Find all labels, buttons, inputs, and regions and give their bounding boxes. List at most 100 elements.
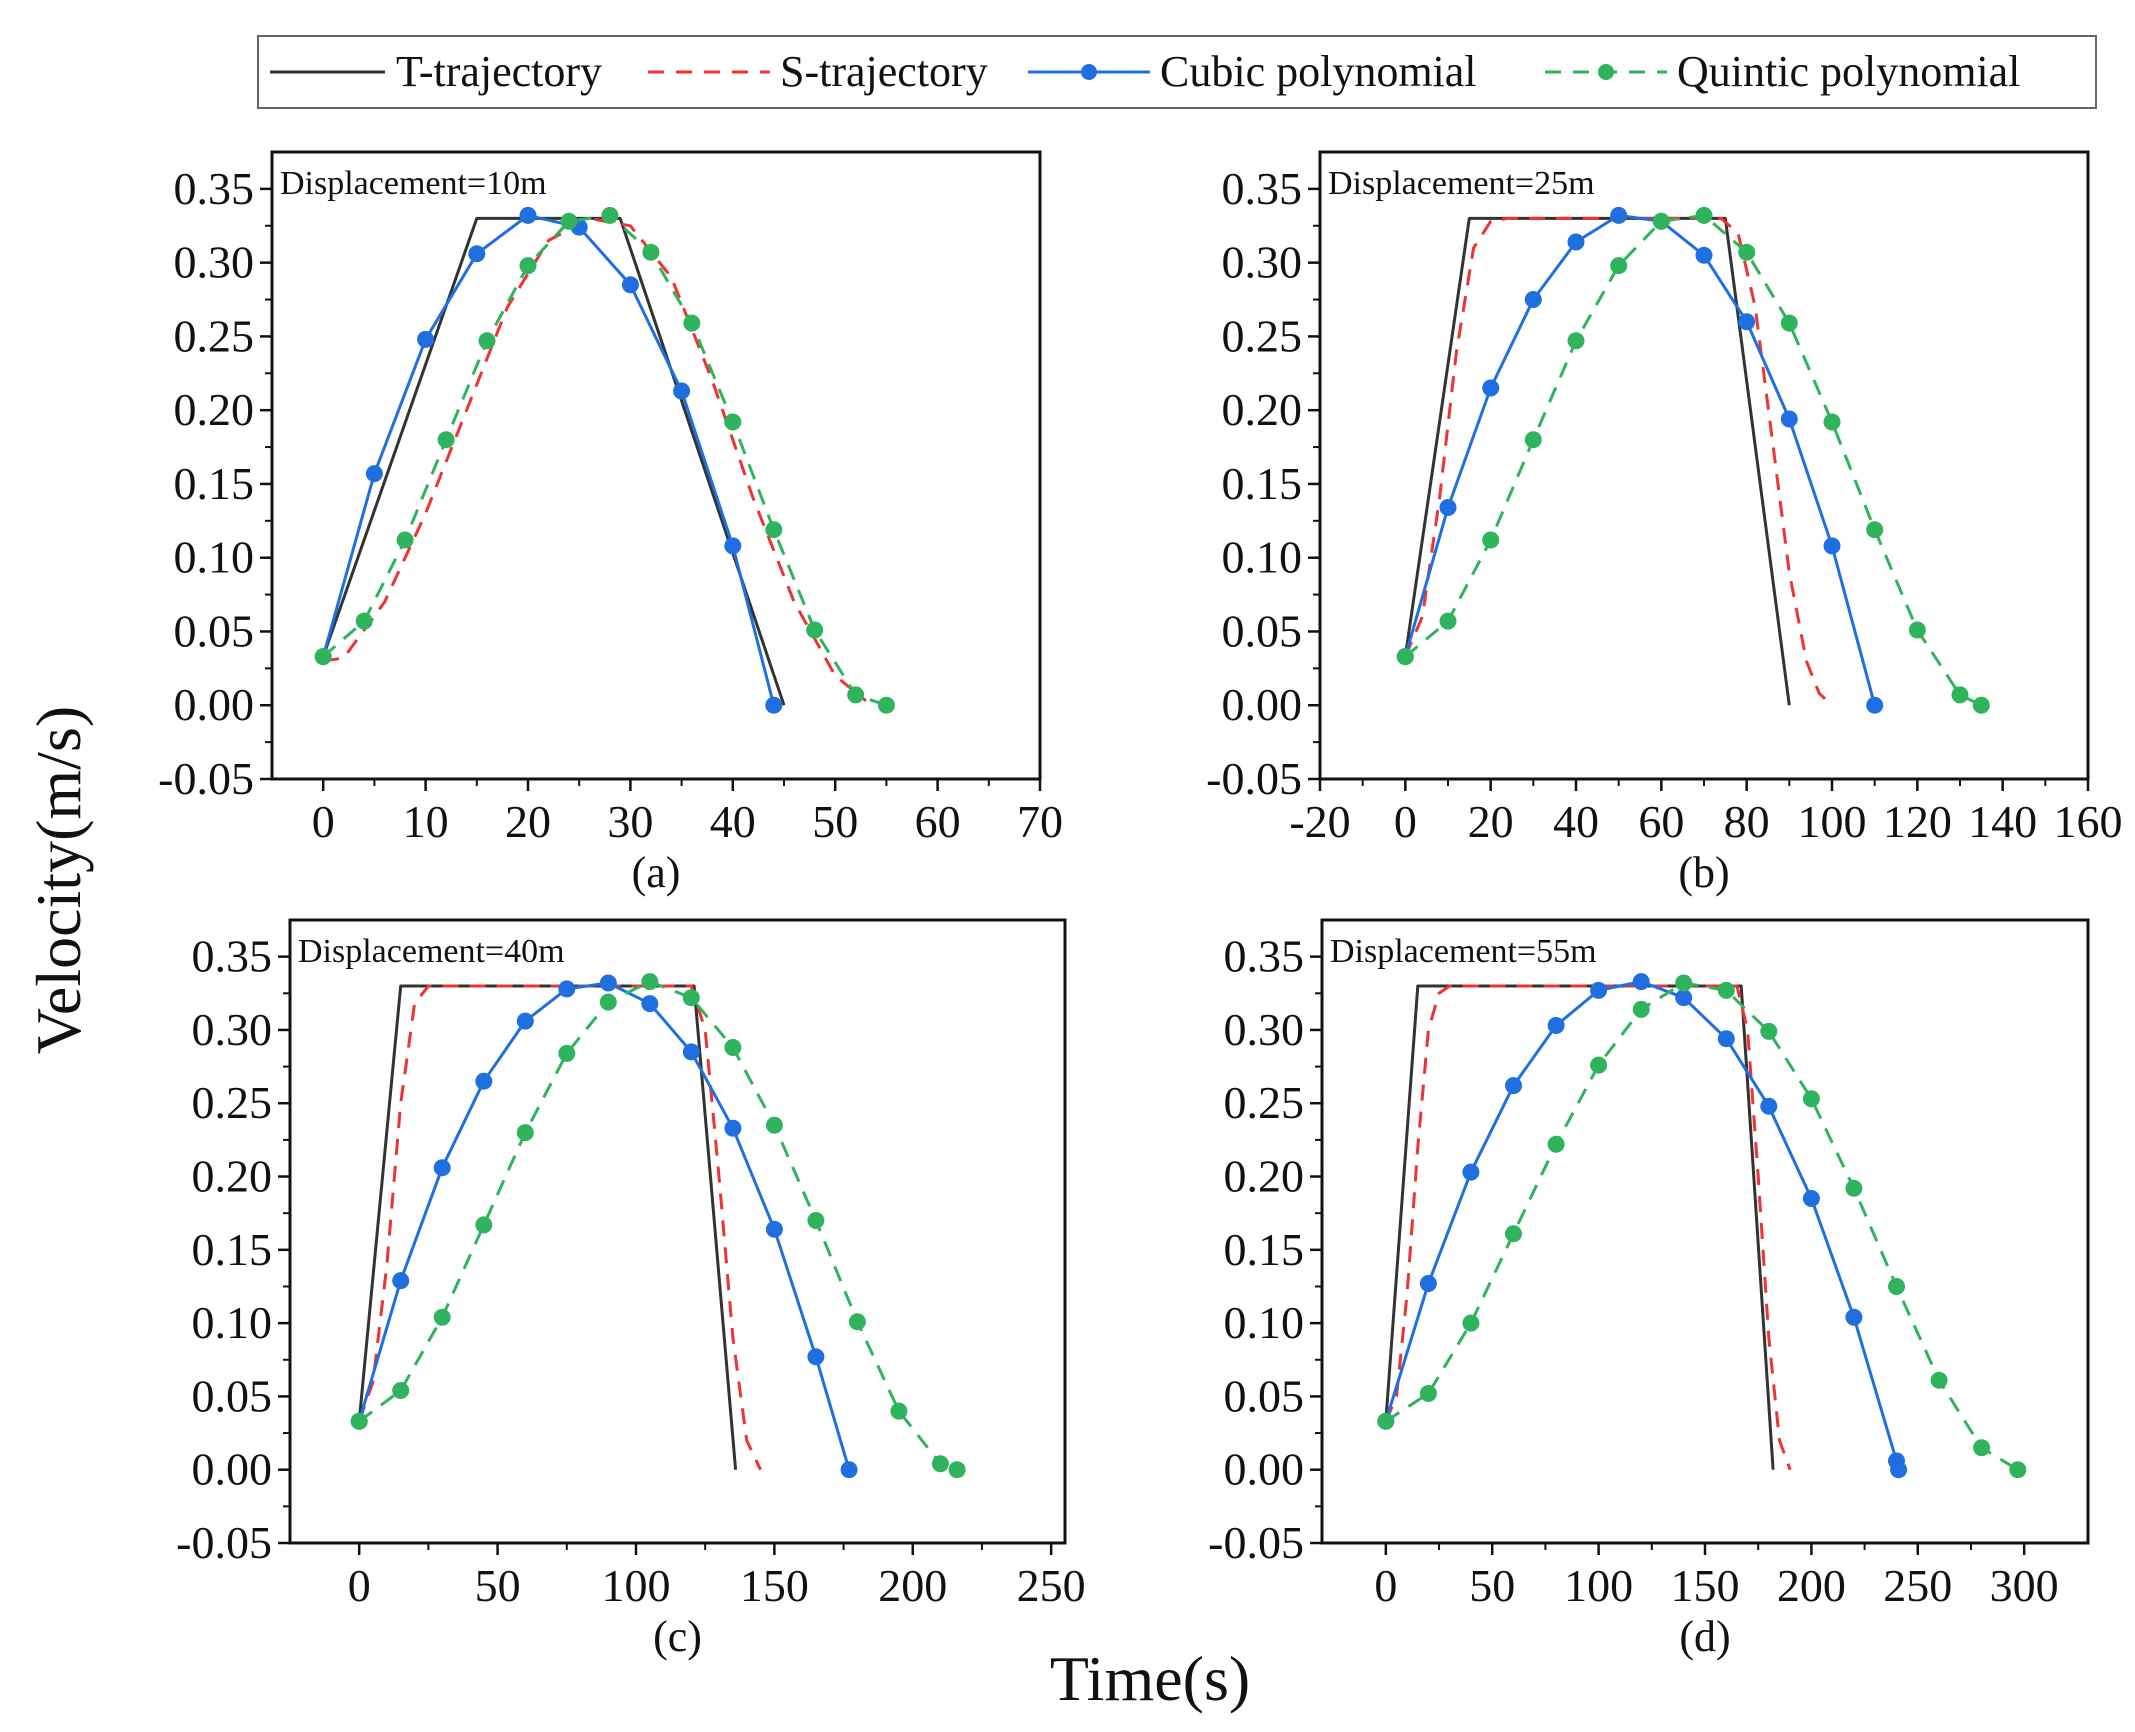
- data-point-cubic-polynomial: [1738, 313, 1756, 331]
- y-tick-label: 0.20: [1222, 384, 1303, 435]
- data-point-cubic-polynomial: [417, 330, 435, 348]
- plot-frame: [270, 150, 1042, 781]
- data-point-cubic-polynomial: [1547, 1017, 1565, 1034]
- x-tick-label: 250: [1883, 1560, 1952, 1611]
- y-tick-label: -0.05: [1206, 753, 1302, 804]
- legend-label-cubic-polynomial: Cubic polynomial: [1160, 47, 1477, 96]
- data-point-quintic-polynomial: [1632, 1000, 1650, 1018]
- series-line-t-trajectory: [357, 984, 738, 1470]
- data-point-cubic-polynomial: [1823, 537, 1841, 555]
- series-line-quintic-polynomial: [1384, 981, 2019, 1471]
- x-tick-label: 40: [1553, 796, 1599, 847]
- y-tick-label: 0.00: [174, 679, 255, 730]
- x-tick-label: 100: [1798, 796, 1867, 847]
- data-point-cubic-polynomial: [765, 696, 783, 714]
- panel-label: (a): [632, 848, 681, 897]
- data-point-quintic-polynomial: [350, 1412, 368, 1430]
- panel-label: (d): [1679, 1612, 1730, 1661]
- data-point-quintic-polynomial: [478, 332, 496, 350]
- x-tick-label: 20: [1468, 796, 1514, 847]
- data-point-quintic-polynomial: [1717, 981, 1735, 999]
- data-point-cubic-polynomial: [519, 206, 537, 224]
- data-point-quintic-polynomial: [847, 686, 865, 704]
- data-point-quintic-polynomial: [433, 1308, 451, 1326]
- data-point-quintic-polynomial: [683, 314, 701, 332]
- data-point-cubic-polynomial: [475, 1072, 493, 1090]
- y-tick-label: 0.10: [1222, 532, 1303, 583]
- data-point-quintic-polynomial: [724, 1039, 742, 1056]
- series-line-cubic-polynomial: [321, 213, 776, 706]
- x-tick-label: -20: [1289, 796, 1350, 847]
- x-tick-label: 150: [1671, 1560, 1740, 1611]
- data-point-quintic-polynomial: [682, 989, 700, 1007]
- data-point-cubic-polynomial: [433, 1159, 451, 1177]
- data-point-quintic-polynomial: [641, 973, 659, 991]
- x-tick-label: 300: [1990, 1560, 2059, 1611]
- data-point-cubic-polynomial: [1590, 981, 1608, 999]
- y-tick-label: 0.00: [1224, 1444, 1305, 1495]
- x-tick-label: 250: [1017, 1560, 1086, 1611]
- legend-entry-cubic-polynomial: Cubic polynomial: [1028, 47, 1477, 96]
- data-point-quintic-polynomial: [765, 521, 783, 539]
- series-cubic-polynomial: [350, 974, 858, 1479]
- x-tick-label: 0: [312, 796, 335, 847]
- data-point-quintic-polynomial: [1610, 257, 1628, 275]
- x-tick-label: 150: [740, 1560, 809, 1611]
- x-tick-label: 50: [475, 1560, 521, 1611]
- y-tick-label: 0.20: [174, 384, 255, 435]
- data-point-cubic-polynomial: [1524, 291, 1542, 308]
- legend-label-t-trajectory: T-trajectory: [396, 47, 602, 96]
- legend-marker-cubic-polynomial: [1081, 64, 1097, 80]
- data-point-cubic-polynomial: [724, 1119, 742, 1137]
- x-tick-label: 10: [403, 796, 449, 847]
- y-tick-label: 0.35: [1222, 163, 1303, 214]
- data-point-quintic-polynomial: [1524, 431, 1542, 449]
- displacement-annotation: Displacement=40m: [298, 933, 565, 970]
- data-point-cubic-polynomial: [641, 995, 659, 1013]
- series-line-cubic-polynomial: [1384, 980, 1901, 1471]
- x-tick-label: 20: [505, 796, 551, 847]
- data-point-quintic-polynomial: [1780, 314, 1798, 332]
- series-t-trajectory: [357, 984, 738, 1470]
- data-point-cubic-polynomial: [1845, 1308, 1863, 1326]
- data-point-cubic-polynomial: [1462, 1163, 1480, 1181]
- x-tick-label: 80: [1724, 796, 1770, 847]
- data-point-quintic-polynomial: [601, 206, 619, 224]
- y-tick-label: 0.25: [174, 310, 255, 361]
- x-tick-label: 140: [1968, 796, 2037, 847]
- data-point-quintic-polynomial: [392, 1382, 410, 1399]
- x-axis-title: Time(s): [1050, 1643, 1250, 1714]
- data-point-quintic-polynomial: [1462, 1314, 1480, 1332]
- legend-marker-quintic-polynomial: [1598, 64, 1614, 80]
- data-point-quintic-polynomial: [1567, 332, 1585, 350]
- data-point-quintic-polynomial: [1547, 1135, 1565, 1153]
- data-point-quintic-polynomial: [1951, 686, 1969, 704]
- data-point-cubic-polynomial: [673, 382, 691, 400]
- data-point-quintic-polynomial: [1590, 1056, 1608, 1074]
- y-tick-label: 0.05: [192, 1370, 273, 1421]
- data-point-quintic-polynomial: [475, 1216, 493, 1234]
- y-tick-label: 0.00: [192, 1444, 273, 1495]
- data-point-quintic-polynomial: [806, 621, 824, 639]
- x-tick-label: 120: [1883, 796, 1952, 847]
- series-line-t-trajectory: [321, 216, 786, 706]
- y-tick-label: 0.10: [192, 1297, 273, 1348]
- data-point-cubic-polynomial: [1760, 1097, 1778, 1115]
- x-tick-label: 100: [601, 1560, 670, 1611]
- y-tick-label: 0.15: [1222, 458, 1303, 509]
- y-tick-label: 0.30: [1224, 1004, 1305, 1055]
- y-tick-label: 0.35: [174, 163, 255, 214]
- y-axis-title: Velocity(m/s): [23, 706, 94, 1054]
- series-line-s-trajectory: [322, 216, 867, 702]
- y-tick-label: 0.05: [174, 605, 255, 656]
- data-point-quintic-polynomial: [1377, 1412, 1395, 1430]
- y-tick-label: -0.05: [176, 1517, 272, 1568]
- data-point-quintic-polynomial: [1675, 974, 1693, 992]
- data-point-quintic-polynomial: [1845, 1179, 1863, 1197]
- data-point-cubic-polynomial: [392, 1272, 410, 1290]
- data-point-cubic-polynomial: [599, 974, 617, 992]
- panel-c: -0.05 0.00 0.05 0.10 0.15 0.20 0.25 0.30 0.35 0 50…: [176, 918, 1086, 1661]
- x-tick-label: 40: [710, 796, 756, 847]
- data-point-cubic-polynomial: [1419, 1275, 1437, 1292]
- series-s-trajectory: [1403, 216, 1834, 707]
